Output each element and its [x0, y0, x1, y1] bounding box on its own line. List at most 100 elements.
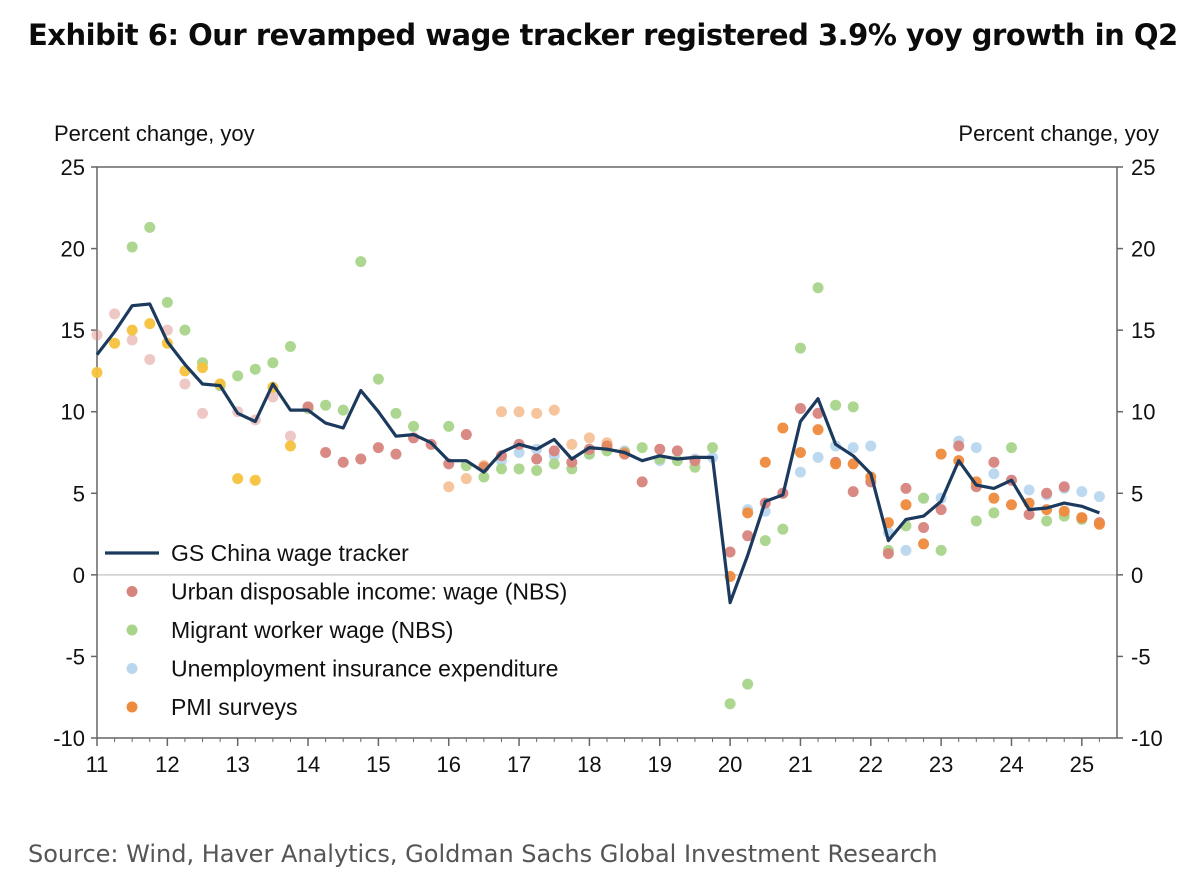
urban-wage-point — [179, 378, 191, 390]
pmi-survey-point — [900, 499, 912, 511]
unemployment-insurance-point — [812, 451, 824, 463]
migrant-wage-point — [548, 458, 560, 470]
pmi-survey-point — [1093, 518, 1105, 530]
urban-wage-point — [390, 448, 402, 460]
x-axis: 11 12 13 14 15 16 17 18 19 20 21 22 23 24 25 — [86, 738, 1100, 777]
migrant-wage-point — [724, 698, 736, 710]
migrant-wage-point — [179, 324, 191, 336]
y-tick-label-left: 20 — [61, 237, 85, 262]
unemployment-insurance-point — [513, 447, 525, 458]
urban-wage-point — [918, 522, 930, 534]
migrant-wage-point — [777, 523, 789, 535]
unemployment-insurance-point — [1076, 486, 1088, 498]
pmi-survey-point — [988, 492, 1000, 504]
y-axis-right: -10 -5 0 5 10 15 20 25 — [1117, 155, 1163, 751]
legend-entry-pmi: PMI surveys — [171, 694, 298, 720]
pmi-survey-point — [144, 318, 156, 330]
pmi-survey-point — [794, 447, 806, 458]
urban-wage-point — [988, 456, 1000, 468]
migrant-wage-point — [144, 221, 156, 233]
urban-wage-point — [355, 453, 367, 465]
unemployment-insurance-point — [794, 466, 806, 478]
urban-wage-point — [267, 391, 279, 403]
migrant-wage-point — [707, 442, 719, 454]
migrant-wage-point — [742, 678, 754, 690]
pmi-survey-point — [847, 458, 859, 470]
y-tick-label-left: 25 — [61, 155, 85, 180]
migrant-wage-point — [759, 535, 771, 547]
pmi-survey-point — [935, 448, 947, 460]
urban-wage-point — [794, 402, 806, 414]
pmi-survey-point — [109, 337, 121, 349]
y-axis-label-left: Percent change, yoy — [54, 121, 255, 146]
migrant-wage-point — [830, 399, 842, 411]
pmi-survey-point — [548, 404, 560, 416]
urban-wage-point — [548, 445, 560, 457]
urban-wage-point — [320, 447, 332, 458]
scatter-series — [91, 221, 1105, 710]
urban-wage-point — [109, 308, 121, 320]
unemployment-insurance-point — [847, 442, 859, 454]
migrant-wage-point — [355, 256, 367, 268]
urban-wage-point — [337, 456, 349, 468]
line-series — [95, 302, 1100, 605]
pmi-survey-point — [443, 481, 455, 493]
wage-tracker-line — [95, 302, 1100, 605]
migrant-wage-point — [1041, 515, 1053, 527]
y-tick-label-left: 15 — [61, 318, 85, 343]
pmi-survey-point — [232, 473, 244, 485]
migrant-wage-point — [390, 407, 402, 419]
pmi-survey-point — [284, 440, 296, 452]
migrant-wage-point — [513, 463, 525, 475]
urban-wage-point — [724, 546, 736, 558]
pmi-survey-point — [531, 407, 543, 419]
x-tick-label: 20 — [718, 752, 742, 777]
legend-dot-swatch — [126, 586, 138, 597]
pmi-survey-point — [742, 507, 754, 519]
y-tick-label-right: 0 — [1131, 563, 1143, 588]
y-tick-label-right: -10 — [1131, 726, 1163, 751]
legend-dot-swatch — [126, 663, 138, 674]
urban-wage-point — [1023, 508, 1035, 520]
migrant-wage-point — [320, 399, 332, 411]
urban-wage-point — [284, 430, 296, 442]
urban-wage-point — [847, 486, 859, 498]
pmi-survey-point — [249, 474, 261, 486]
unemployment-insurance-point — [988, 468, 1000, 480]
y-tick-label-right: 15 — [1131, 318, 1155, 343]
urban-wage-point — [654, 443, 666, 455]
pmi-survey-point — [566, 438, 578, 450]
y-tick-label-right: -5 — [1131, 644, 1151, 669]
pmi-survey-point — [777, 422, 789, 434]
pmi-survey-point — [812, 424, 824, 436]
x-tick-label: 21 — [788, 752, 812, 777]
pmi-survey-point — [830, 458, 842, 470]
migrant-wage-point — [531, 464, 543, 476]
urban-wage-point — [812, 407, 824, 419]
x-tick-label: 15 — [366, 752, 390, 777]
y-tick-label-left: -5 — [65, 644, 85, 669]
migrant-wage-point — [249, 363, 261, 375]
pmi-survey-point — [1005, 499, 1017, 511]
pmi-survey-point — [601, 437, 613, 449]
pmi-survey-point — [513, 406, 525, 418]
urban-wage-point — [953, 440, 965, 452]
y-tick-label-left: 10 — [61, 400, 85, 425]
y-tick-label-right: 20 — [1131, 237, 1155, 262]
urban-wage-point — [197, 407, 209, 419]
legend: GS China wage tracker Urban disposable in… — [105, 540, 567, 720]
urban-wage-point — [882, 548, 894, 560]
migrant-wage-point — [935, 544, 947, 556]
y-tick-label-left: -10 — [53, 726, 85, 751]
x-tick-label: 14 — [296, 752, 320, 777]
x-tick-label: 12 — [155, 752, 179, 777]
x-tick-label: 23 — [929, 752, 953, 777]
unemployment-insurance-point — [900, 544, 912, 556]
migrant-wage-point — [1005, 442, 1017, 454]
y-tick-label-right: 5 — [1131, 481, 1143, 506]
migrant-wage-point — [372, 373, 384, 385]
x-tick-label: 19 — [648, 752, 672, 777]
pmi-survey-point — [495, 406, 507, 418]
legend-entry-urban-wage: Urban disposable income: wage (NBS) — [171, 579, 567, 605]
